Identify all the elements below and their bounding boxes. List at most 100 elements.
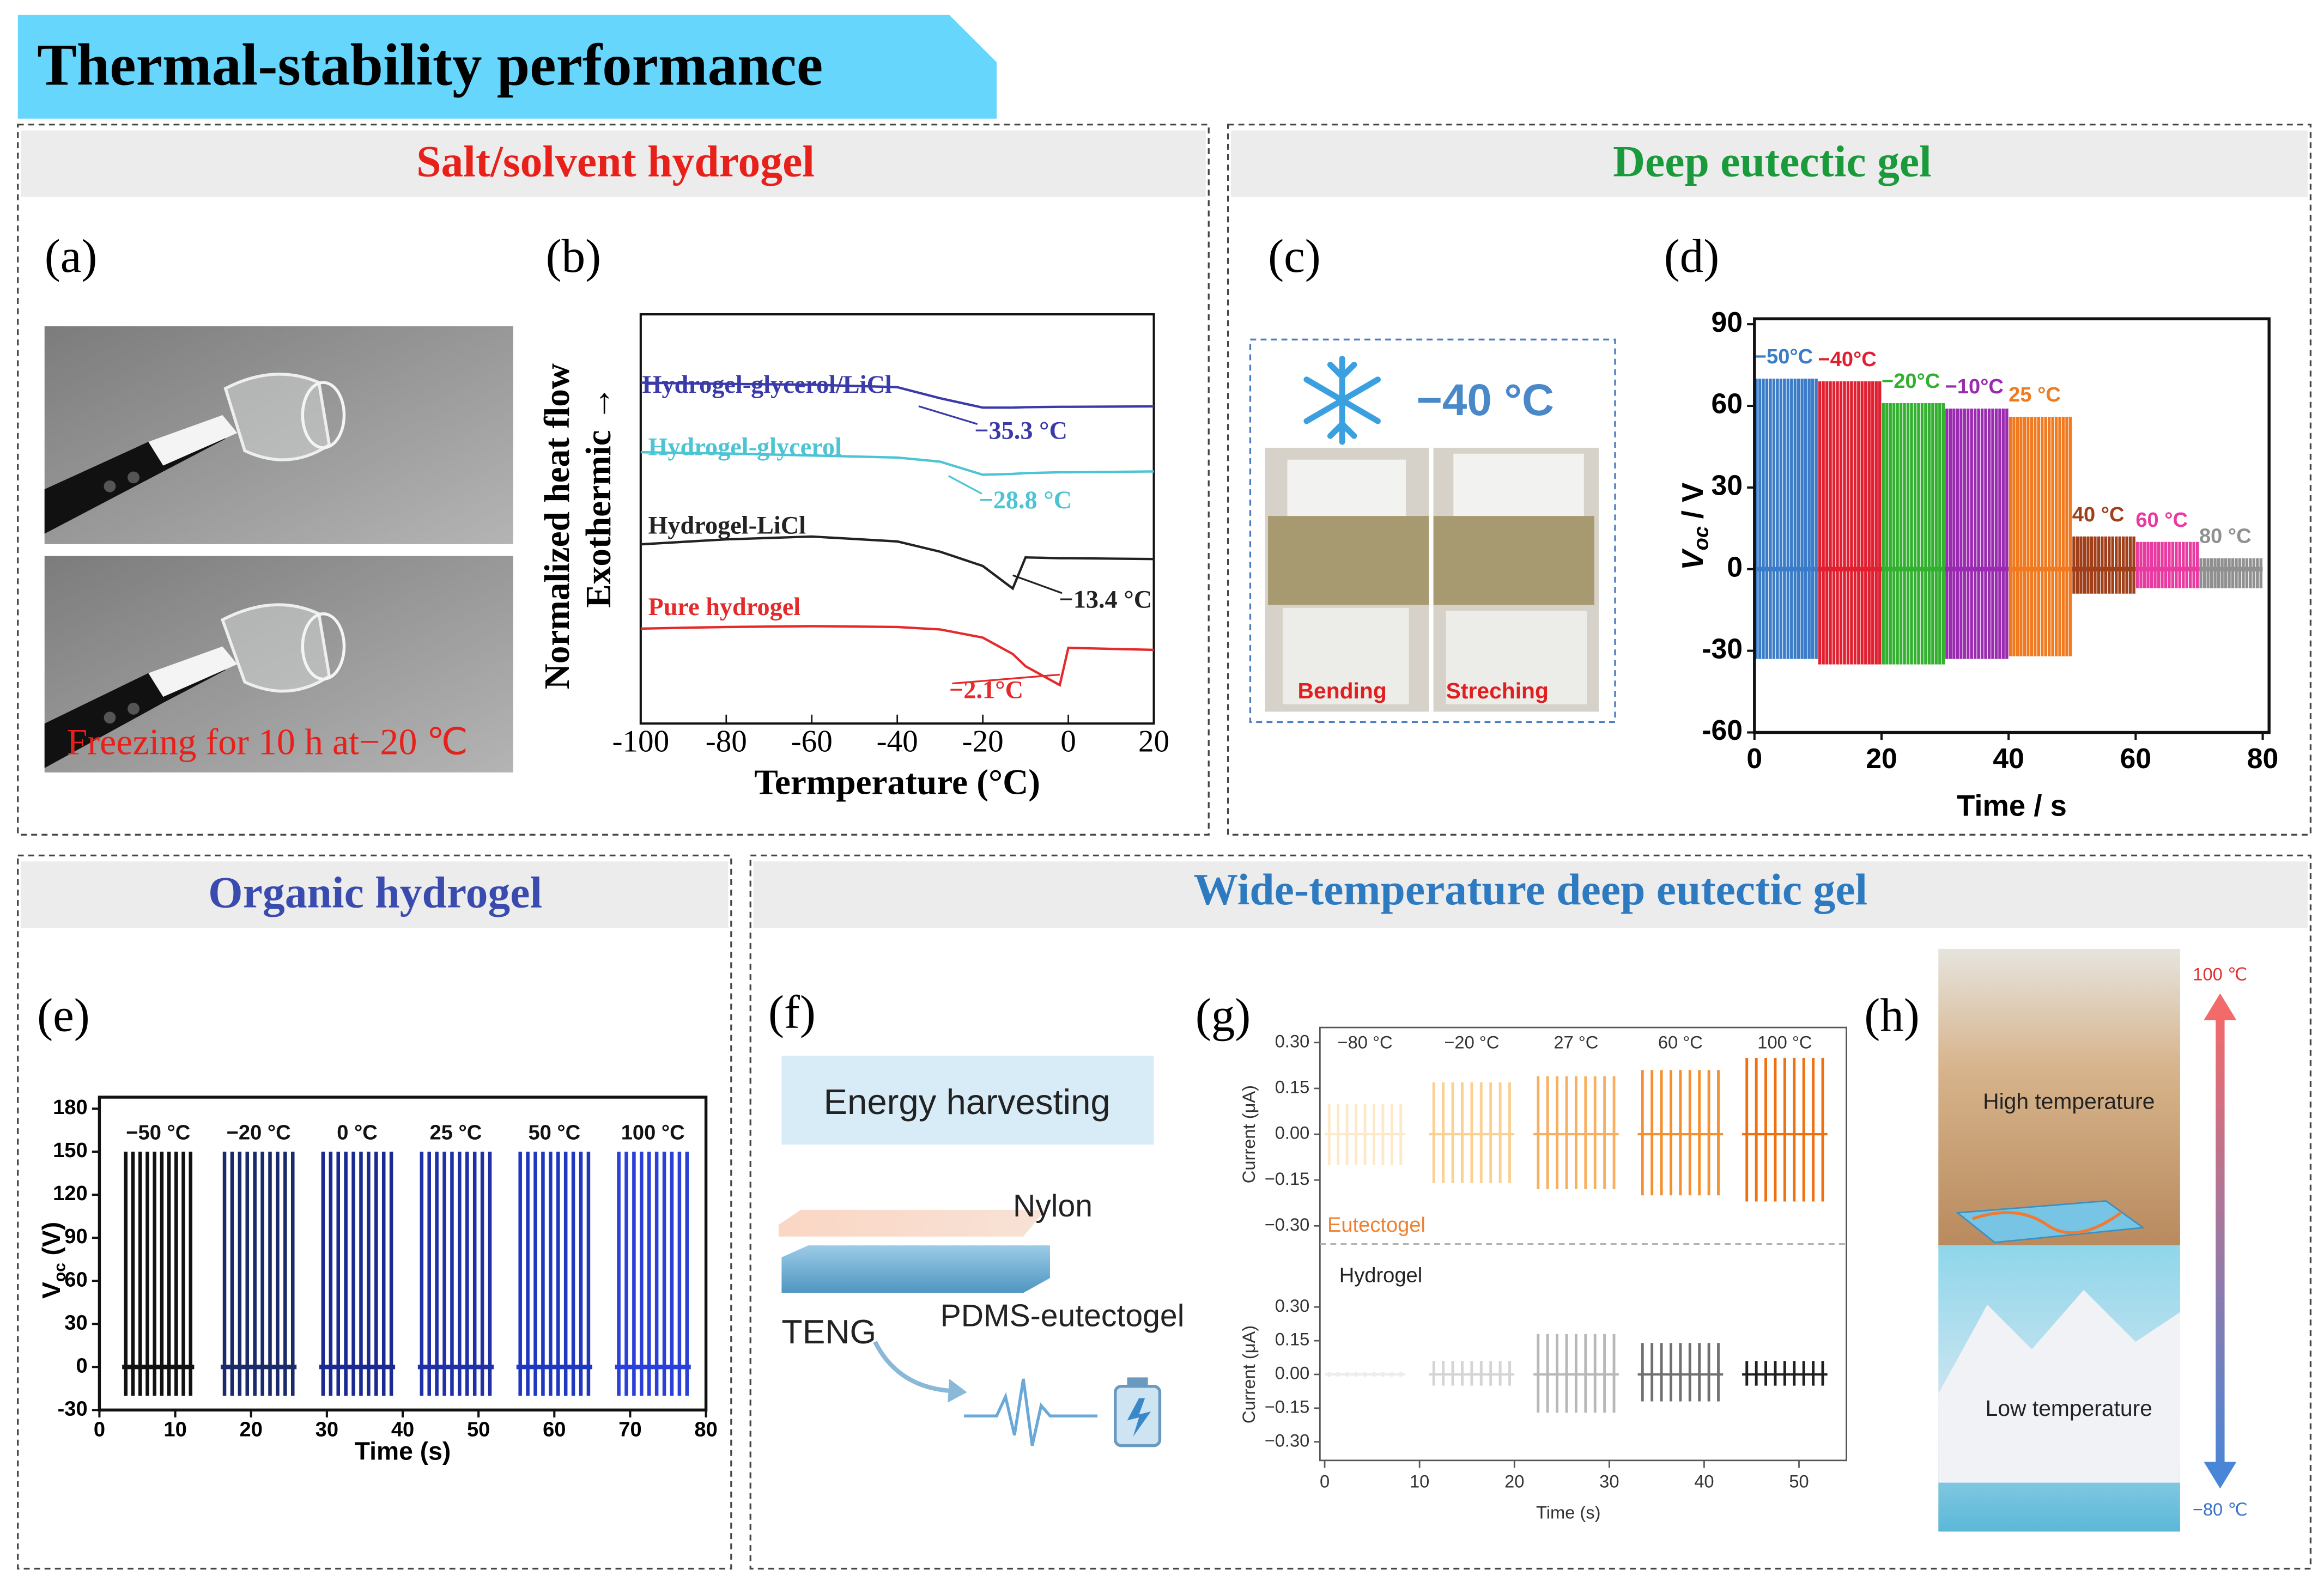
section-header [21, 130, 1206, 197]
panel-label: (e) [37, 988, 90, 1041]
annotation-arrow [1012, 574, 1063, 594]
section-box [17, 123, 1210, 836]
series-label: −50°C [1755, 345, 1813, 368]
x-tick-label: 50 [1789, 1471, 1809, 1491]
panel-label: (g) [1196, 988, 1251, 1041]
x-tick-label: 20 [240, 1418, 263, 1441]
y-axis-unit: / V [1676, 483, 1709, 519]
y-tick-label: 150 [53, 1139, 88, 1162]
y-tick-label: −0.15 [1265, 1396, 1310, 1416]
x-axis-label: Termperature (°C) [754, 763, 1040, 802]
annotation-arrow [918, 405, 978, 425]
harvest-icon [873, 1341, 1162, 1447]
series-label: Hydrogel-glycerol [648, 433, 842, 461]
y-tick-label: −0.30 [1265, 1430, 1310, 1450]
scene-h [1938, 948, 2180, 1532]
photo-label: Streching [1446, 678, 1549, 703]
y-tick-label: 120 [53, 1182, 88, 1205]
y-axis-label: Exothermic → [579, 386, 618, 608]
series-label: 50 °C [528, 1122, 580, 1145]
x-tick-label: 40 [1993, 743, 2024, 774]
y-tick-label: 60 [64, 1268, 87, 1291]
panel-name: Hydrogel [1339, 1264, 1422, 1287]
y-tick-label: 0.00 [1275, 1363, 1310, 1383]
x-axis-label: Time (s) [355, 1437, 451, 1465]
snowflake-icon [1303, 356, 1381, 445]
section-title: Wide-temperature deep eutectic gel [1193, 865, 1867, 914]
series-label: −20 °C [227, 1122, 291, 1145]
plot-frame [1753, 317, 2271, 734]
scene-label: Low temperature [1986, 1396, 2152, 1421]
category-label: 60 °C [1658, 1032, 1703, 1052]
series-line [640, 381, 1154, 409]
y-axis-subscript: oc [51, 1263, 69, 1282]
arrow-head [2204, 1462, 2237, 1489]
series-line [640, 451, 1154, 476]
annotation: −13.4 °C [1059, 586, 1152, 614]
y-axis-label: Current (μA) [1239, 1325, 1259, 1423]
layer-label: PDMS-eutectogel [940, 1299, 1185, 1334]
section-title: Organic hydrogel [208, 867, 542, 917]
y-tick-label: −0.15 [1265, 1169, 1310, 1189]
panel-label: (c) [1268, 229, 1321, 282]
annotation-arrow [952, 673, 1060, 685]
x-tick-label: 30 [315, 1418, 338, 1441]
y-tick-label: 30 [1712, 470, 1743, 501]
panel-label: (h) [1864, 988, 1920, 1041]
panel-label: (f) [768, 985, 816, 1038]
category-label: 100 °C [1757, 1032, 1812, 1052]
scale-label: 100 ℃ [2193, 964, 2247, 984]
annotation-arrow [948, 475, 982, 495]
section-box [1227, 123, 2312, 836]
scale-label: −80 ℃ [2193, 1499, 2248, 1519]
series-label: 25 °C [430, 1122, 482, 1145]
x-tick-label: -60 [791, 724, 833, 758]
y-tick-label: -60 [1702, 714, 1743, 746]
series-label: −20°C [1882, 370, 1940, 393]
x-tick-label: 80 [694, 1418, 717, 1441]
title-box [781, 1055, 1154, 1145]
arrow-head [2204, 993, 2237, 1020]
photo-c [1265, 447, 1599, 712]
x-tick-label: 0 [94, 1418, 105, 1441]
y-tick-label: 0 [1727, 551, 1743, 582]
x-tick-label: 20 [1866, 743, 1897, 774]
temperature-arrow [2216, 1014, 2225, 1474]
x-tick-label: 10 [163, 1418, 186, 1441]
y-tick-label: 0 [76, 1354, 87, 1377]
y-tick-label: -30 [58, 1397, 88, 1420]
y-tick-label: 180 [53, 1096, 88, 1119]
panel-label: (d) [1664, 229, 1720, 282]
series-label: 0 °C [337, 1122, 378, 1145]
category-label: −20 °C [1444, 1032, 1499, 1052]
series-label: −10°C [1945, 375, 2004, 398]
panel-label: (a) [45, 229, 98, 282]
y-tick-label: 90 [64, 1225, 87, 1248]
y-tick-label: 0.00 [1275, 1123, 1310, 1143]
diagram-title: Energy harvesting [823, 1082, 1110, 1122]
x-tick-label: 10 [1410, 1471, 1429, 1491]
x-tick-label: 70 [618, 1418, 641, 1441]
y-tick-label: 60 [1712, 388, 1743, 419]
panel-label: (b) [546, 229, 602, 282]
section-title: Deep eutectic gel [1613, 137, 1932, 186]
section-header [1231, 130, 2308, 197]
series-label: 25 °C [2009, 384, 2061, 406]
plot-frame [98, 1096, 708, 1412]
x-tick-label: 80 [2247, 743, 2279, 774]
y-axis-label: Current (μA) [1239, 1085, 1259, 1183]
nylon-layer [778, 1209, 1046, 1237]
y-tick-label: -30 [1702, 632, 1743, 664]
y-axis-label: Voc (V) [37, 1222, 69, 1299]
x-tick-label: 40 [1694, 1471, 1714, 1491]
y-tick-label: 0.15 [1275, 1077, 1310, 1097]
section-box [749, 854, 2312, 1570]
x-axis-label: Time (s) [1536, 1502, 1600, 1522]
x-tick-label: 20 [1138, 724, 1169, 758]
y-axis-symbol: V [1676, 548, 1709, 570]
x-axis-label: Time / s [1957, 789, 2067, 823]
annotation: −35.3 °C [974, 417, 1067, 445]
y-tick-label: 0.30 [1275, 1295, 1310, 1316]
scene-label: High temperature [1983, 1089, 2155, 1114]
